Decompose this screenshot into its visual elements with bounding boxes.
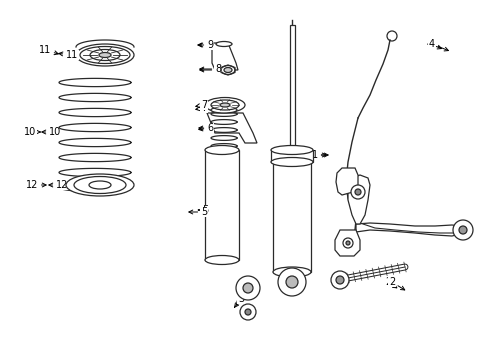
Text: 8: 8 xyxy=(200,65,221,75)
Circle shape xyxy=(351,185,365,199)
Ellipse shape xyxy=(221,66,235,75)
Text: 9: 9 xyxy=(199,40,211,50)
Text: 12: 12 xyxy=(26,180,46,190)
Text: 4: 4 xyxy=(427,39,441,49)
Circle shape xyxy=(343,238,353,248)
Polygon shape xyxy=(356,223,462,236)
Ellipse shape xyxy=(205,98,245,112)
Circle shape xyxy=(346,241,350,245)
Ellipse shape xyxy=(66,174,134,196)
Ellipse shape xyxy=(74,176,126,194)
Polygon shape xyxy=(336,168,358,195)
Text: 11: 11 xyxy=(39,45,58,55)
Ellipse shape xyxy=(216,41,232,46)
Polygon shape xyxy=(207,113,257,143)
Circle shape xyxy=(278,268,306,296)
Ellipse shape xyxy=(211,100,239,110)
Polygon shape xyxy=(212,43,238,70)
Text: 4: 4 xyxy=(429,39,448,51)
Text: 7: 7 xyxy=(196,103,207,113)
Ellipse shape xyxy=(99,53,111,58)
Bar xyxy=(273,160,311,272)
Ellipse shape xyxy=(271,145,313,154)
Text: 5: 5 xyxy=(189,207,207,217)
Polygon shape xyxy=(348,175,370,224)
Text: 1: 1 xyxy=(312,150,326,160)
Text: 3: 3 xyxy=(235,295,243,307)
Ellipse shape xyxy=(224,68,232,72)
Ellipse shape xyxy=(273,267,311,277)
Text: 2: 2 xyxy=(389,277,405,290)
Circle shape xyxy=(331,271,349,289)
Ellipse shape xyxy=(76,44,134,66)
Text: 11: 11 xyxy=(59,50,78,60)
Circle shape xyxy=(236,276,260,300)
Text: 1: 1 xyxy=(312,150,328,160)
Text: 10: 10 xyxy=(42,127,61,137)
Text: 6: 6 xyxy=(199,123,213,133)
Text: 12: 12 xyxy=(49,180,68,190)
Ellipse shape xyxy=(211,107,237,113)
Text: 8: 8 xyxy=(200,64,221,74)
Ellipse shape xyxy=(205,145,239,154)
Ellipse shape xyxy=(205,256,239,265)
Bar xyxy=(290,25,294,152)
Polygon shape xyxy=(335,230,360,256)
Ellipse shape xyxy=(90,49,120,60)
Ellipse shape xyxy=(220,103,230,107)
Circle shape xyxy=(459,226,467,234)
Ellipse shape xyxy=(271,158,313,166)
Circle shape xyxy=(286,276,298,288)
Text: 5: 5 xyxy=(198,205,208,215)
Ellipse shape xyxy=(89,181,111,189)
Circle shape xyxy=(243,283,253,293)
Bar xyxy=(205,150,239,260)
Circle shape xyxy=(240,304,256,320)
Text: 10: 10 xyxy=(24,127,40,137)
Ellipse shape xyxy=(273,155,311,165)
Text: 7: 7 xyxy=(196,100,207,110)
Circle shape xyxy=(336,276,344,284)
Circle shape xyxy=(245,309,251,315)
Circle shape xyxy=(453,220,473,240)
Circle shape xyxy=(355,189,361,195)
Text: 9: 9 xyxy=(198,40,213,50)
Text: 6: 6 xyxy=(199,123,213,133)
Bar xyxy=(271,150,313,162)
Ellipse shape xyxy=(80,46,130,63)
Text: 3: 3 xyxy=(236,294,244,306)
Text: 2: 2 xyxy=(385,277,397,288)
